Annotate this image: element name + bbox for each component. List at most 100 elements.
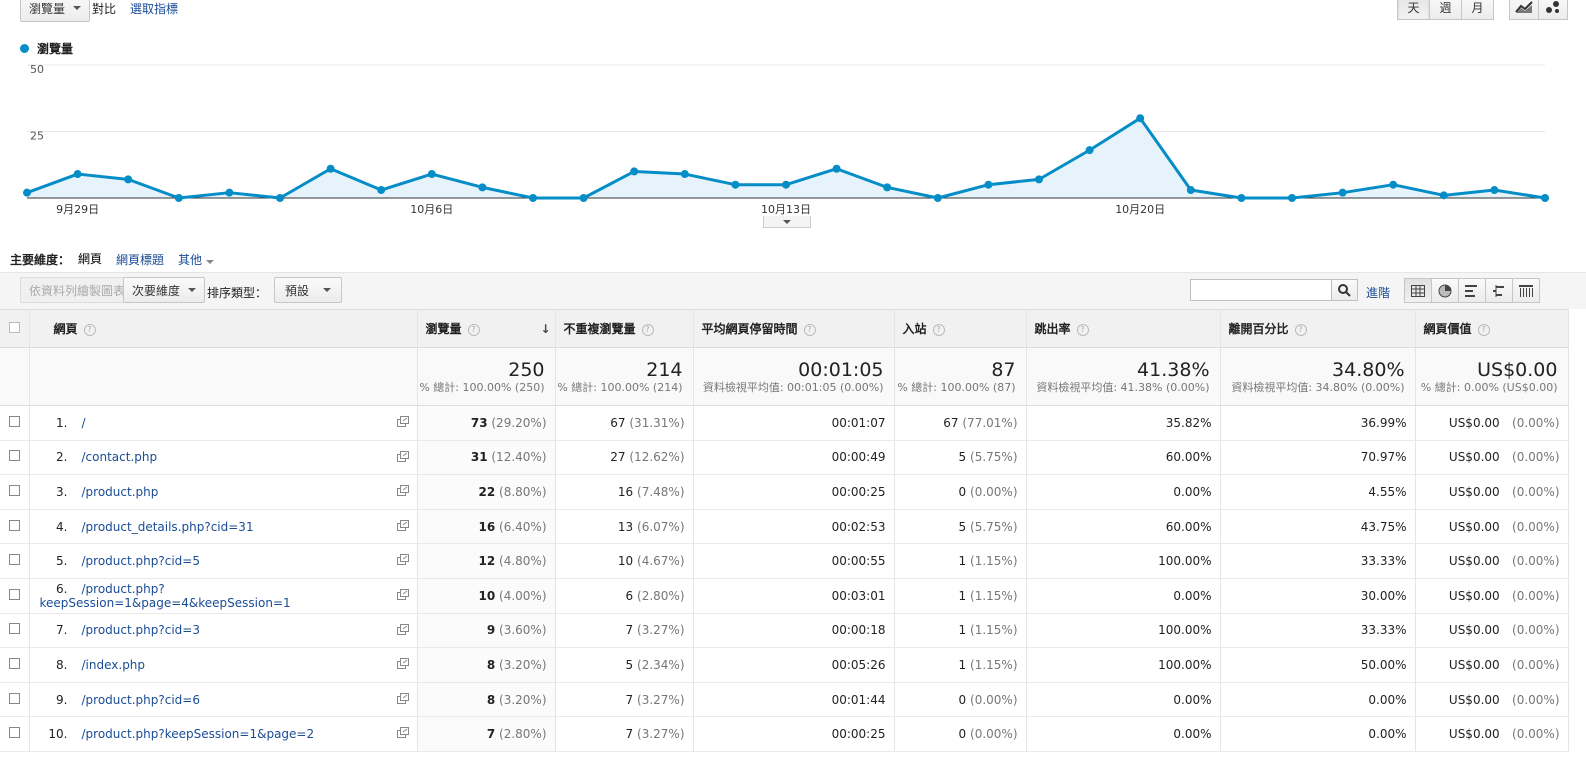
pie-view-button[interactable] bbox=[1431, 278, 1459, 303]
open-in-new-window-icon[interactable] bbox=[396, 727, 409, 739]
row-checkbox[interactable] bbox=[8, 657, 20, 669]
secondary-dimension-select[interactable]: 次要維度 bbox=[123, 277, 206, 303]
column-header-exit-pct[interactable]: 離開百分比? bbox=[1220, 309, 1416, 348]
open-in-new-window-icon[interactable] bbox=[396, 658, 409, 670]
unique-pageviews-pct: (3.27%) bbox=[637, 727, 685, 742]
row-checkbox-cell[interactable] bbox=[0, 405, 30, 441]
motion-chart-button[interactable] bbox=[1538, 0, 1568, 20]
table-row[interactable]: 10. /product.php?keepSession=1&page=2 7 (2… bbox=[0, 716, 1569, 752]
open-in-new-window-icon[interactable] bbox=[396, 623, 409, 635]
page-link[interactable]: / bbox=[81, 415, 86, 430]
row-checkbox[interactable] bbox=[8, 623, 20, 635]
table-row[interactable]: 4./product_details.php?cid=31 16 (6.40%) 1… bbox=[0, 509, 1569, 545]
help-icon[interactable]: ? bbox=[1477, 323, 1490, 336]
row-checkbox[interactable] bbox=[8, 588, 20, 600]
help-icon[interactable]: ? bbox=[803, 323, 816, 336]
row-checkbox-cell[interactable] bbox=[0, 509, 30, 545]
column-header-bounce-rate[interactable]: 跳出率? bbox=[1026, 309, 1221, 348]
row-checkbox-cell[interactable] bbox=[0, 716, 30, 752]
page-link[interactable]: /product.php?cid=3 bbox=[81, 623, 200, 638]
table-row[interactable]: 5./product.php?cid=5 12 (4.80%) 10 (4.67%)… bbox=[0, 543, 1569, 579]
table-row[interactable]: 8./index.php 8 (3.20%) 5 (2.34%) 00:05:26 1 … bbox=[0, 647, 1569, 683]
help-icon[interactable]: ? bbox=[932, 323, 945, 336]
table-search-input[interactable] bbox=[1190, 279, 1358, 301]
column-header-entrances[interactable]: 入站? bbox=[894, 309, 1027, 348]
sort-type-select[interactable]: 預設 bbox=[274, 277, 343, 303]
page-link[interactable]: /product.php bbox=[81, 484, 159, 499]
table-row[interactable]: 2./contact.php 31 (12.40%) 27 (12.62%) 00:0… bbox=[0, 440, 1569, 476]
help-icon[interactable]: ? bbox=[467, 323, 480, 336]
column-header-unique-pageviews[interactable]: 不重複瀏覽量? bbox=[555, 309, 694, 348]
row-checkbox[interactable] bbox=[8, 692, 20, 704]
table-row[interactable]: 1./73 (29.20%) 67 (31.31%) 00:01:07 67 (77.… bbox=[0, 405, 1569, 441]
search-button[interactable] bbox=[1331, 280, 1357, 300]
column-header-page-value[interactable]: 網頁價值? bbox=[1415, 309, 1569, 348]
motion-chart-icon bbox=[1546, 1, 1559, 13]
open-in-new-window-icon[interactable] bbox=[396, 485, 409, 497]
chart-collapse-toggle[interactable] bbox=[763, 216, 811, 228]
period-day-button[interactable]: 天 bbox=[1397, 0, 1430, 20]
open-in-new-window-icon[interactable] bbox=[396, 554, 409, 566]
pick-metric-link[interactable]: 選取指標 bbox=[130, 2, 179, 16]
row-checkbox[interactable] bbox=[8, 519, 20, 531]
row-checkbox-cell[interactable] bbox=[0, 474, 30, 510]
table-row[interactable]: 9./product.php?cid=6 8 (3.20%) 7 (3.27%) 00… bbox=[0, 682, 1569, 718]
help-icon[interactable]: ? bbox=[1294, 323, 1307, 336]
row-index: 2. bbox=[56, 450, 68, 465]
column-header-page[interactable]: 網頁? bbox=[29, 309, 418, 348]
row-checkbox-cell[interactable] bbox=[0, 440, 30, 476]
page-link[interactable]: /product.php?keepSession=1&page=2 bbox=[81, 727, 315, 742]
compare-view-button[interactable] bbox=[1485, 278, 1513, 303]
help-icon[interactable]: ? bbox=[1076, 323, 1089, 336]
table-view-button[interactable] bbox=[1404, 278, 1432, 303]
open-in-new-window-icon[interactable] bbox=[396, 692, 409, 704]
dimension-page-title-link[interactable]: 網頁標題 bbox=[116, 253, 165, 267]
help-icon[interactable]: ? bbox=[641, 323, 654, 336]
metric-select[interactable]: 瀏覽量 bbox=[20, 0, 91, 22]
column-header-unique-pageviews-label: 不重複瀏覽量 bbox=[563, 322, 636, 336]
select-all-checkbox-cell[interactable] bbox=[0, 309, 30, 348]
row-checkbox-cell[interactable] bbox=[0, 578, 30, 614]
period-week-button[interactable]: 週 bbox=[1429, 0, 1462, 20]
row-checkbox-cell[interactable] bbox=[0, 647, 30, 683]
page-link[interactable]: /product.php?cid=6 bbox=[81, 692, 200, 707]
line-chart-button[interactable] bbox=[1509, 0, 1539, 20]
page-link[interactable]: /product.php?keepSession=1&page=4&keepSe… bbox=[39, 581, 291, 610]
table-row[interactable]: 6./product.php?keepSession=1&page=4&keep… bbox=[0, 578, 1569, 614]
table-row[interactable]: 3./product.php 22 (8.80%) 16 (7.48%) 00:00:… bbox=[0, 474, 1569, 510]
pivot-view-button[interactable] bbox=[1512, 278, 1540, 303]
help-icon[interactable]: ? bbox=[83, 323, 96, 336]
dimension-other-link[interactable]: 其他 bbox=[178, 251, 215, 268]
open-in-new-window-icon[interactable] bbox=[396, 416, 409, 427]
table-row[interactable]: 7./product.php?cid=3 9 (3.60%) 7 (3.27%) 00… bbox=[0, 613, 1569, 649]
row-checkbox[interactable] bbox=[8, 415, 20, 427]
page-link[interactable]: /index.php bbox=[81, 657, 146, 672]
page-link[interactable]: /contact.php bbox=[81, 450, 158, 465]
row-checkbox[interactable] bbox=[8, 554, 20, 566]
row-checkbox[interactable] bbox=[8, 727, 20, 739]
line-chart[interactable]: 25 50 9月29日 10月6日 10月13日 10月20日 bbox=[0, 55, 1586, 217]
row-index: 10. bbox=[48, 727, 68, 742]
plot-rows-button[interactable]: 依資料列繪製圖表 bbox=[20, 277, 135, 303]
page-link[interactable]: /product_details.php?cid=31 bbox=[81, 519, 254, 534]
row-checkbox[interactable] bbox=[8, 484, 20, 496]
row-checkbox[interactable] bbox=[8, 450, 20, 462]
row-checkbox-cell[interactable] bbox=[0, 682, 30, 718]
chart-legend[interactable]: 瀏覽量 bbox=[20, 40, 73, 57]
advanced-filter-link[interactable]: 進階 bbox=[1366, 286, 1391, 300]
row-checkbox-cell[interactable] bbox=[0, 543, 30, 579]
open-in-new-window-icon[interactable] bbox=[396, 519, 409, 531]
period-month-button[interactable]: 月 bbox=[1461, 0, 1494, 20]
avg-time-cell: 00:00:18 bbox=[693, 613, 895, 649]
page-link[interactable]: /product.php?cid=5 bbox=[81, 554, 200, 569]
chevron-down-icon bbox=[323, 288, 332, 292]
select-all-checkbox[interactable] bbox=[8, 321, 20, 333]
column-header-avg-time[interactable]: 平均網頁停留時間? bbox=[693, 309, 895, 348]
row-checkbox-cell[interactable] bbox=[0, 613, 30, 649]
bar-view-button[interactable] bbox=[1458, 278, 1486, 303]
column-header-pageviews[interactable]: 瀏覽量? ↓ bbox=[417, 309, 556, 348]
bounce-rate-cell: 60.00% bbox=[1026, 509, 1221, 545]
open-in-new-window-icon[interactable] bbox=[396, 588, 409, 600]
entrances-pct: (5.75%) bbox=[970, 450, 1018, 465]
open-in-new-window-icon[interactable] bbox=[396, 450, 409, 462]
